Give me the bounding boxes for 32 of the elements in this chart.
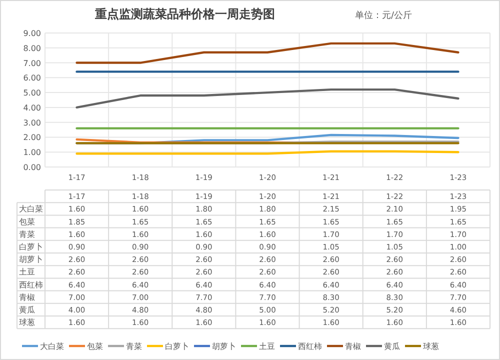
legend-label: 青菜 xyxy=(126,342,142,351)
text: 西红柿 xyxy=(19,280,43,290)
text: 白萝卜 xyxy=(19,242,43,252)
legend-label: 西红柿 xyxy=(298,342,322,351)
text: 黄瓜 xyxy=(19,306,35,314)
text: 大白菜 xyxy=(19,204,43,214)
legend-label: 球葱 xyxy=(423,342,439,351)
legend-label: 包菜 xyxy=(87,342,103,351)
y-tick-label: 2.00 xyxy=(23,133,41,142)
y-tick-label: 8.00 xyxy=(23,44,41,53)
y-tick-label: 9.00 xyxy=(23,29,41,38)
y-tick-label: 7.00 xyxy=(23,58,41,68)
legend-label: 胡萝卜 xyxy=(212,342,236,351)
text: 青椒 xyxy=(19,292,35,302)
legend-label: 土豆 xyxy=(259,342,275,351)
legend-label: 大白菜 xyxy=(40,342,64,351)
legend-label: 黄瓜 xyxy=(384,342,400,351)
y-tick-label: 6.00 xyxy=(23,74,41,83)
text: 胡萝卜 xyxy=(19,255,43,264)
legend-label: 白萝卜 xyxy=(165,342,189,351)
y-tick-label: 0.00 xyxy=(23,163,41,172)
legend-label: 青椒 xyxy=(345,342,361,351)
y-tick-label: 3.00 xyxy=(23,118,41,128)
y-tick-label: 5.00 xyxy=(23,88,41,98)
text: 球葱 xyxy=(19,318,35,328)
text: 单位：元/公斤 xyxy=(355,10,412,21)
chart-title: 重点监测蔬菜品种价格一周走势图 xyxy=(94,7,275,21)
y-tick-label: 1.00 xyxy=(23,148,41,158)
text: 包菜 xyxy=(19,217,35,226)
y-tick-label: 4.00 xyxy=(23,103,41,112)
text: 青菜 xyxy=(19,230,35,239)
text: 土豆 xyxy=(19,268,35,277)
